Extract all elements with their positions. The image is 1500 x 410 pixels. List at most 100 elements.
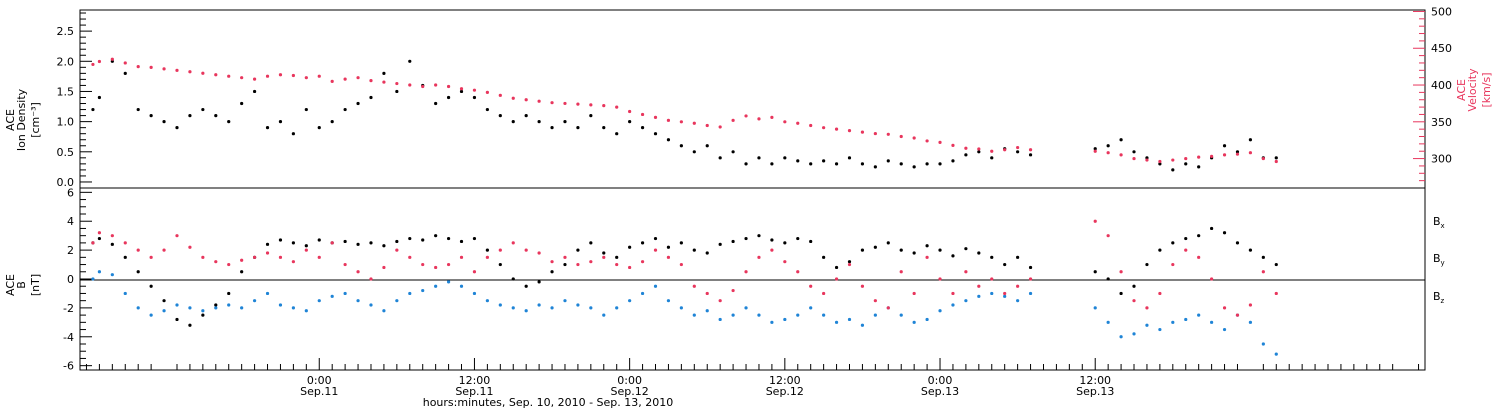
By-point [757,313,761,317]
density-point [1171,168,1175,172]
By-point [834,320,839,324]
By-point [1261,342,1265,346]
Bz-point [912,291,916,296]
Bz-point [1171,262,1175,267]
velocity-point [925,139,929,143]
By-point [550,306,554,310]
bottom-panel-frame [79,187,1426,371]
Bx-point [977,251,981,255]
velocity-point [640,112,645,117]
velocity-point [317,74,321,78]
density-point [201,107,205,112]
velocity-tick-label: 350 [1431,116,1452,129]
Bz-point [770,248,774,252]
velocity-point [1119,153,1123,157]
Bz-point [951,291,955,296]
By-point [291,306,295,310]
density-point [175,126,179,130]
Bx-point [847,260,852,264]
velocity-point [511,96,515,100]
date-tick-label: Sep.11 [455,385,493,398]
density-point [834,162,839,166]
density-point [550,126,554,130]
velocity-point [1093,149,1097,153]
Bz-point [240,258,244,262]
density-point [240,101,244,106]
bottom-panel-data [91,219,1278,356]
time-tick-label: 0:00 [307,374,332,387]
density-point [434,101,438,106]
Bx-point [925,244,929,248]
density-point [640,126,645,130]
By-point [434,284,438,288]
Bz-point [382,265,386,270]
Bx-point [265,242,270,246]
Bz-point [925,255,929,259]
Bz-point [421,262,425,267]
Bz-point [873,299,877,303]
density-point [692,150,696,154]
By-point [382,309,386,313]
date-tick-label: Sep.12 [766,385,804,398]
Bz-point [964,270,968,274]
Bx-point [1093,270,1097,274]
Bx-point [1222,231,1227,235]
velocity-point [472,88,477,92]
density-point [718,156,722,160]
density-point [1132,150,1136,154]
velocity-axis-ticks: 300 350 400 450 500 [1413,5,1452,182]
By-point [990,291,994,296]
Bz-point [91,241,95,245]
Bz-point [938,277,942,281]
By-point [615,306,619,310]
field-axis-ticks: -6 -4 -2 0 2 4 6 [63,186,92,373]
date-tick-label: Sep.12 [611,385,649,398]
density-point [822,159,826,163]
Bx-point [136,270,140,274]
Bz-point [278,255,283,259]
velocity-point [589,103,593,107]
velocity-point [731,118,735,122]
Bz-point [123,241,127,245]
time-tick-label: 12:00 [769,374,801,387]
density-tick-label: 2.5 [57,25,75,38]
By-point [162,309,166,313]
By-point [1093,306,1097,310]
Bx-point [201,313,205,317]
velocity-point [873,131,877,136]
field-tick-label: 2 [67,244,74,257]
Bx-point [291,241,295,245]
By-point [227,303,231,307]
velocity-point [718,125,722,129]
density-point [252,89,257,94]
velocity-point [1016,145,1020,150]
Bz-point [860,284,865,288]
Bx-point [472,236,477,241]
By-point [123,291,127,296]
Bx-point [214,303,218,307]
Bz-point [1119,270,1123,274]
Bz-point [149,255,153,259]
By-point [1158,327,1162,332]
Bx-point [369,241,373,245]
Bx-point [278,238,283,242]
density-point [666,138,671,142]
x-axis-title: hours:minutes, Sep. 10, 2010 - Sep. 13, … [423,396,674,409]
By-point [938,309,942,313]
Bx-point [227,291,231,296]
velocity-point [990,149,994,153]
Bz-point [705,291,709,296]
Bx-point [640,241,645,245]
Bz-point [97,231,101,235]
density-point [731,150,735,154]
Bz-point [175,234,179,238]
By-point [1003,294,1007,298]
density-point [796,159,800,163]
velocity-point [162,67,166,71]
legend-bz-base: B [1433,290,1441,303]
density-point [291,132,295,136]
Bx-point [757,234,761,238]
By-point [783,317,787,322]
time-tick-label: 12:00 [459,374,491,387]
